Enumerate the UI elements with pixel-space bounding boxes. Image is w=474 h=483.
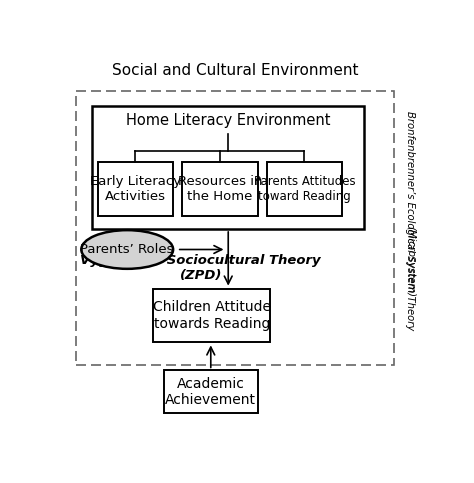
Ellipse shape [82, 230, 173, 269]
Bar [153, 288, 271, 342]
Text: Social and Cultural Environment: Social and Cultural Environment [112, 63, 359, 78]
Text: Children Attitude
towards Reading: Children Attitude towards Reading [153, 300, 271, 330]
Bar [267, 162, 342, 216]
Bar [92, 106, 364, 229]
Text: Resources in
the Home: Resources in the Home [178, 175, 262, 203]
Bar [98, 162, 173, 216]
Bar [182, 162, 258, 216]
Text: Academic
Achievement: Academic Achievement [165, 377, 256, 407]
Text: Home Literacy Environment: Home Literacy Environment [126, 113, 330, 128]
Text: Parents’ Roles: Parents’ Roles [81, 243, 174, 256]
Text: (Microsystem): (Microsystem) [405, 226, 415, 297]
Text: Bronfenbrenner’s Ecological System Theory: Bronfenbrenner’s Ecological System Theor… [405, 111, 415, 330]
Text: Early Literacy
Activities: Early Literacy Activities [90, 175, 181, 203]
Text: Vygotsky’s Sociocultural Theory
(ZPD): Vygotsky’s Sociocultural Theory (ZPD) [81, 254, 321, 282]
Text: Parents Attitudes
toward Reading: Parents Attitudes toward Reading [254, 175, 356, 203]
Bar [164, 370, 258, 413]
Bar [76, 91, 393, 365]
